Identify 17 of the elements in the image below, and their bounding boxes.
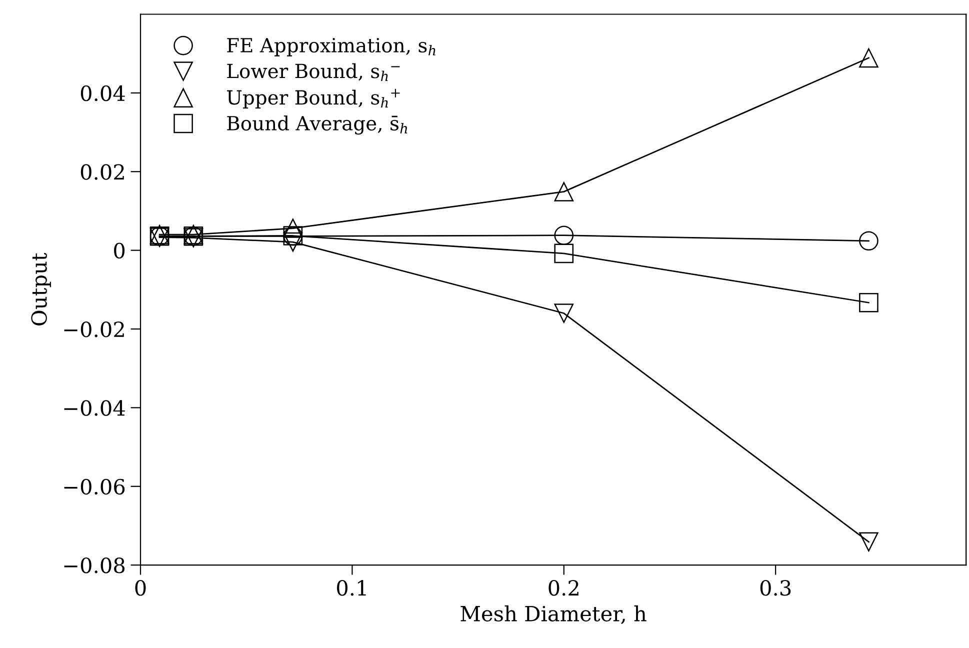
- x-tick-label: 0.1: [337, 580, 366, 596]
- legend-label: FE Approximation, s$_{h}$: [227, 38, 436, 56]
- y-tick-label: −0.04: [64, 400, 125, 416]
- y-tick-label: 0.02: [80, 164, 124, 180]
- x-tick-label: 0.3: [760, 580, 791, 596]
- y-axis-title: Output: [31, 252, 51, 326]
- legend-label: Lower Bound, s$_{h}$$^{−}$: [227, 63, 400, 82]
- legend-label: Upper Bound, s$_{h}$$^{+}$: [226, 88, 400, 109]
- x-tick-label: 0.2: [548, 580, 578, 596]
- x-tick-label: 0: [135, 580, 146, 596]
- x-axis-title: Mesh Diameter, h: [460, 605, 646, 624]
- y-tick-label: −0.02: [64, 321, 124, 338]
- y-tick-label: −0.08: [64, 558, 125, 574]
- y-tick-label: 0: [114, 242, 125, 259]
- legend-label: Bound Average, s̄$_{h}$: [227, 116, 408, 135]
- y-tick-label: 0.04: [80, 85, 125, 102]
- y-tick-label: −0.06: [64, 478, 125, 495]
